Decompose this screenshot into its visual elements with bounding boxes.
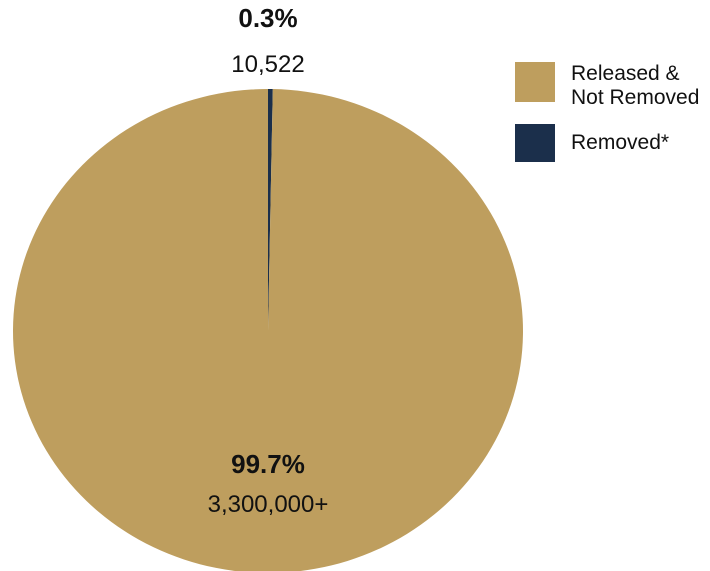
removed-count-label: 10,522 — [231, 51, 304, 78]
legend-item-removed: Removed* — [515, 124, 699, 162]
pie-slice-removed — [268, 89, 273, 331]
pie-slices — [13, 89, 523, 571]
legend-swatch-released — [515, 62, 555, 102]
released-percent-label: 99.7% — [231, 449, 305, 479]
chart-legend: Released & Not Removed Removed* — [515, 62, 699, 176]
removed-percent-label: 0.3% — [238, 3, 297, 33]
pie-slice-released — [13, 89, 523, 571]
released-count-label: 3,300,000+ — [208, 491, 329, 518]
legend-item-released: Released & Not Removed — [515, 62, 699, 110]
legend-label-removed: Removed* — [571, 131, 670, 154]
legend-label-released: Released & Not Removed — [571, 62, 700, 109]
legend-swatch-removed — [515, 124, 555, 162]
